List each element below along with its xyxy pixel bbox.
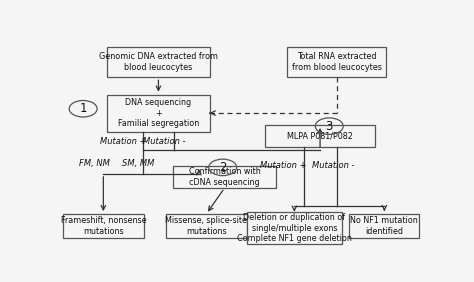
Text: 2: 2	[219, 161, 227, 174]
Text: Total RNA extracted
from blood leucocytes: Total RNA extracted from blood leucocyte…	[292, 52, 382, 72]
FancyBboxPatch shape	[166, 214, 246, 238]
Text: Confirmation with
cDNA sequencing: Confirmation with cDNA sequencing	[189, 168, 260, 187]
FancyBboxPatch shape	[246, 212, 342, 244]
Text: Mutation +: Mutation +	[100, 137, 147, 146]
Text: Frameshift, nonsense
mutations: Frameshift, nonsense mutations	[61, 216, 146, 236]
Text: SM, MM: SM, MM	[122, 158, 155, 168]
FancyBboxPatch shape	[63, 214, 144, 238]
FancyBboxPatch shape	[173, 166, 276, 188]
Text: Genomic DNA extracted from
blood leucocytes: Genomic DNA extracted from blood leucocy…	[99, 52, 218, 72]
FancyBboxPatch shape	[107, 95, 210, 131]
Text: Mutation -: Mutation -	[312, 161, 354, 170]
Text: 3: 3	[326, 120, 333, 133]
Text: MLPA P081/P082: MLPA P081/P082	[287, 131, 353, 140]
FancyBboxPatch shape	[349, 214, 419, 238]
Text: 1: 1	[79, 102, 87, 115]
Text: No NF1 mutation
identified: No NF1 mutation identified	[350, 216, 418, 236]
FancyBboxPatch shape	[287, 47, 386, 77]
Text: Deletion or duplication of
single/multiple exons
Complete NF1 gene deletion: Deletion or duplication of single/multip…	[237, 213, 352, 243]
Text: Missense, splice-site
mutations: Missense, splice-site mutations	[165, 216, 247, 236]
FancyBboxPatch shape	[265, 125, 375, 147]
Text: DNA sequencing
+
Familial segregation: DNA sequencing + Familial segregation	[118, 98, 199, 128]
FancyBboxPatch shape	[107, 47, 210, 77]
Text: Mutation -: Mutation -	[143, 137, 185, 146]
Text: Mutation +: Mutation +	[260, 161, 307, 170]
Text: FM, NM: FM, NM	[79, 158, 109, 168]
